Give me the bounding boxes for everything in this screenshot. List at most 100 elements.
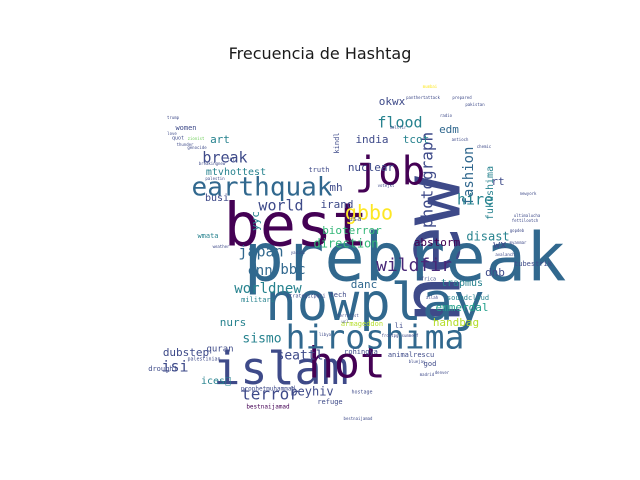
wordcloud-word: armageddon <box>341 320 383 328</box>
wordcloud-word: yyc <box>249 211 262 231</box>
wordcloud-word: denver <box>435 370 450 375</box>
wordcloud-word: refuge <box>317 398 342 406</box>
wordcloud-word: tubestrik <box>514 260 553 268</box>
wordcloud-word: disast <box>466 230 509 244</box>
wordcloud-word: seattl <box>277 349 324 364</box>
wordcloud-word: allah <box>426 295 439 300</box>
wordcloud-word: cnn <box>247 263 272 279</box>
wordcloud-word: votejkt <box>378 183 395 188</box>
wordcloud-word: islam <box>213 342 348 395</box>
wordcloud-word: nurs <box>220 316 247 329</box>
wordcloud-word: prophetmuhammad <box>241 386 296 393</box>
wordcloud-word: ucl <box>341 319 349 324</box>
wordcloud-word: summerf <box>402 333 419 338</box>
wordcloud-word: worldnew <box>234 281 302 297</box>
wordcloud-word: irand <box>320 198 353 211</box>
wordcloud-word: fashion <box>461 146 477 205</box>
wordcloud-word: newyork <box>520 191 537 196</box>
wordcloud-word: new <box>384 175 479 324</box>
wordcloud-word: breakingnew <box>199 161 226 166</box>
wordcloud-word: emmerdal <box>436 301 489 314</box>
wordcloud-word: trapmus <box>441 278 483 289</box>
wordcloud-word: abstorm <box>414 236 461 249</box>
wordcloud-word: trump <box>167 115 180 120</box>
wordcloud-word: nowplay <box>265 273 484 333</box>
wordcloud-word: hostage <box>351 390 372 396</box>
wordcloud-word: quran <box>206 345 233 355</box>
wordcloud-word: terrorist <box>337 313 359 318</box>
wordcloud-word: truth <box>308 166 329 174</box>
wordcloud-word: tech <box>330 291 347 299</box>
wordcloud-word: strategicpati <box>286 294 325 300</box>
wordcloud-word: palestin <box>205 176 225 181</box>
wordcloud-word: busi <box>205 193 229 204</box>
wordcloud-word: drought <box>148 365 178 373</box>
wordcloud-word: kindl <box>333 132 341 153</box>
wordcloud-word: africa <box>418 277 436 283</box>
wordcloud-word: militari <box>241 296 275 304</box>
wordcloud-word: bestnaijamad <box>246 404 290 411</box>
wordcloud-word: bbc <box>280 262 305 278</box>
wordcloud-word: panthertattack <box>406 95 440 100</box>
wordcloud-word: radio <box>440 113 453 118</box>
wordcloud-word: genocide <box>187 145 207 150</box>
wordcloud-word: gbbo <box>345 201 393 225</box>
wordcloud-word: isi <box>161 358 188 376</box>
wordcloud-word: prepared <box>452 95 472 100</box>
wordcloud-word: hiroshima <box>286 318 465 357</box>
wordcloud-word: best <box>224 191 369 261</box>
wordcloud-word: quot <box>172 136 184 142</box>
wordcloud-word: hellfir <box>390 125 407 130</box>
wordcloud-word: wx <box>493 238 507 251</box>
wordcloud-word: rohingya <box>344 348 378 356</box>
wordcloud-word: flood <box>377 114 422 132</box>
wordcloud-word: break <box>202 149 247 167</box>
wordcloud-word: zionist <box>188 136 205 141</box>
wordcloud-word: beyhiv <box>290 385 333 399</box>
wordcloud-word: frontpg <box>382 333 399 338</box>
wordcloud-word: animalrescu <box>388 351 434 359</box>
wordcloud-word: danc <box>351 278 378 291</box>
wordcloud-word: palestinian <box>187 357 220 363</box>
wordcloud-word: myanmar <box>510 240 527 245</box>
wordcloud-word: ices  <box>201 376 231 387</box>
wordcloud-word: women <box>175 124 196 132</box>
wordcloud-word: sismo <box>242 332 281 347</box>
wordcloud-word: li <box>395 322 403 330</box>
wordcloud-word: wmata <box>197 232 218 240</box>
wordcloud-word: bioterror <box>322 224 382 237</box>
wordcloud-word: direction <box>313 237 378 251</box>
wordcloud-word: weather <box>213 244 230 249</box>
wordcloud-word: madrid <box>420 372 435 377</box>
wordcloud-word: antioch <box>452 137 469 142</box>
wordcloud-word: bestnaijamad <box>344 416 373 421</box>
wordcloud-word: dubstep <box>163 346 209 359</box>
wordcloud-word: fettilootch <box>512 218 539 223</box>
wordcloud-word: photograph <box>418 132 437 228</box>
wordcloud-word: pakistan <box>465 102 485 107</box>
wordcloud-word: art <box>210 133 230 146</box>
wordcloud-word: love <box>167 131 177 136</box>
wordcloud-word: tbt <box>227 157 235 162</box>
wordcloud-word: hot <box>308 339 386 389</box>
wordcloud-word: mumbai <box>423 84 438 89</box>
wordcloud-word: usa <box>349 215 362 223</box>
wordcloud-word: edm <box>439 123 459 136</box>
wordcloud-word: wildfir <box>376 255 452 276</box>
wordcloud-word: god <box>424 360 437 368</box>
wordcloud-word: nuclear <box>348 161 395 174</box>
wordcloud-word: tcot <box>403 133 430 146</box>
wordcloud-word: okwx <box>379 95 406 108</box>
wordcloud-word: ultimalucha <box>514 213 541 218</box>
wordcloud-word: rt <box>491 175 504 188</box>
wordcloud-word: fukushima <box>485 166 496 220</box>
wordcloud-word: japan <box>238 243 283 261</box>
wordcloud-word: thunder <box>177 142 194 147</box>
chart-title: Frecuencia de Hashtag <box>228 44 412 63</box>
wordcloud-word: hire <box>457 191 493 209</box>
wordcloud-word: yazidi <box>291 250 306 255</box>
wordcloud-word: earthquak <box>192 173 333 203</box>
wordcloud-word: job <box>355 150 425 195</box>
